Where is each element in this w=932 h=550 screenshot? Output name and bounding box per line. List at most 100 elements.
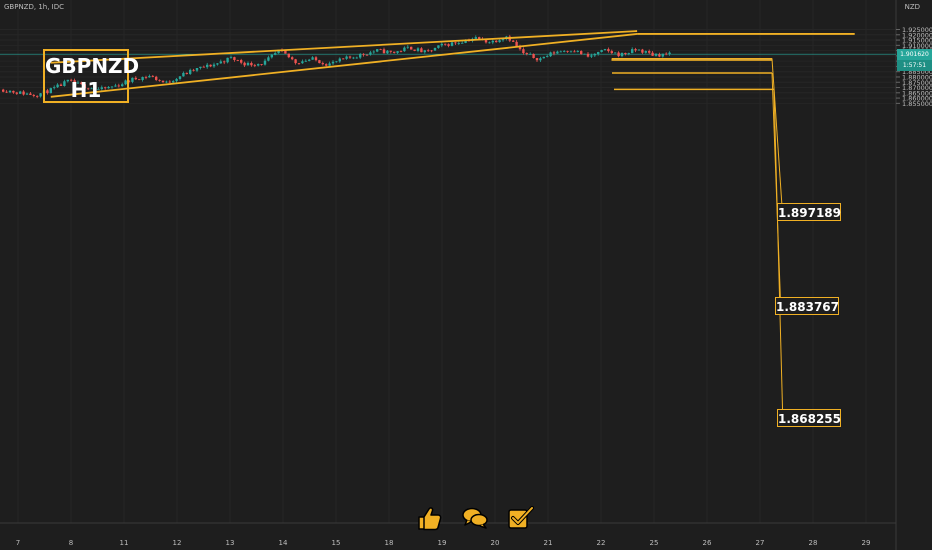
candle-body xyxy=(117,85,120,87)
candle-body xyxy=(620,52,624,57)
chat-bubbles-icon[interactable] xyxy=(461,504,489,532)
candle-body xyxy=(389,50,392,52)
candle-body xyxy=(158,79,161,81)
candle-body xyxy=(202,66,205,68)
candle-body xyxy=(593,54,596,56)
candle-body xyxy=(396,51,399,53)
candle-body xyxy=(637,49,641,51)
candle-body xyxy=(291,57,294,60)
candle-body xyxy=(148,75,151,78)
candle-body xyxy=(195,67,199,71)
time-axis[interactable]: 7 8 11 12 13 14 15 18 19 20 21 22 25 26 27 28 29 xyxy=(16,539,871,547)
time-tick-label: 7 xyxy=(16,539,20,547)
candle-body xyxy=(542,56,545,59)
candle-body xyxy=(359,53,362,58)
currency-label: NZD xyxy=(904,3,920,11)
time-tick-label: 22 xyxy=(597,539,606,547)
candle-body xyxy=(46,90,49,94)
candle-body xyxy=(661,53,664,57)
candle-body xyxy=(2,89,5,92)
candle-body xyxy=(416,48,420,51)
candle-body xyxy=(386,50,389,54)
candle-body xyxy=(461,42,464,44)
trendlines[interactable] xyxy=(50,30,855,98)
candle-body xyxy=(440,43,443,46)
candle-body xyxy=(335,61,338,63)
candle-body xyxy=(263,60,267,65)
candle-body xyxy=(498,40,501,43)
candle-body xyxy=(219,61,222,64)
candle-body xyxy=(260,64,263,65)
candle-body xyxy=(393,51,396,53)
time-tick-label: 13 xyxy=(226,539,235,547)
candle-body xyxy=(172,81,175,83)
checkbox-icon[interactable] xyxy=(506,504,534,532)
candle-body xyxy=(22,91,25,95)
candle-body xyxy=(100,87,103,89)
candle-body xyxy=(36,95,39,97)
candle-body xyxy=(110,86,114,88)
candle-body xyxy=(277,49,280,54)
candle-body xyxy=(365,54,369,56)
candle-body xyxy=(478,37,481,39)
candle-body xyxy=(525,53,528,55)
candle-body xyxy=(427,50,430,52)
candle-body xyxy=(209,64,212,67)
candle-body xyxy=(552,52,556,54)
candle-body xyxy=(586,53,590,57)
candle-body xyxy=(66,79,69,82)
candle-body xyxy=(573,51,576,53)
thumbs-up-icon[interactable] xyxy=(415,504,443,532)
candle-body xyxy=(178,76,182,79)
candle-body xyxy=(155,76,158,80)
candle-body xyxy=(274,53,277,55)
time-tick-label: 19 xyxy=(438,539,447,547)
candle-body xyxy=(342,58,345,60)
candle-body xyxy=(644,51,647,53)
candle-body xyxy=(495,40,498,43)
candle-body xyxy=(138,79,141,81)
price-tick-label: 1.915000 xyxy=(902,37,932,45)
candle-body xyxy=(19,91,22,94)
candle-body xyxy=(583,53,586,55)
candle-body xyxy=(512,40,515,42)
candle-body xyxy=(376,49,379,52)
candle-body xyxy=(314,57,318,61)
candle-body xyxy=(607,49,610,52)
time-tick-label: 20 xyxy=(491,539,500,547)
candle-body xyxy=(250,62,253,66)
candle-body xyxy=(634,49,637,51)
candle-body xyxy=(131,77,134,82)
candle-body xyxy=(515,41,518,47)
level-label-1[interactable]: 1.897189 xyxy=(777,203,841,221)
candle-body xyxy=(372,51,375,53)
candle-body xyxy=(192,69,195,71)
candle-body xyxy=(566,50,569,52)
candle-body xyxy=(287,53,290,58)
candle-body xyxy=(474,37,477,39)
candle-body xyxy=(491,40,494,43)
level-label-2[interactable]: 1.883767 xyxy=(775,297,839,315)
candle-body xyxy=(576,51,579,52)
price-tick-label: 1.865000 xyxy=(902,89,932,97)
candle-body xyxy=(49,88,52,94)
level-label-3[interactable]: 1.868255 xyxy=(777,409,841,427)
candle-body xyxy=(590,55,593,57)
candle-body xyxy=(226,57,229,63)
candle-body xyxy=(233,57,236,60)
candle-body xyxy=(76,82,80,84)
candle-body xyxy=(284,50,287,54)
time-tick-label: 29 xyxy=(862,539,871,547)
candle-body xyxy=(267,57,270,61)
candle-body xyxy=(454,42,457,44)
level-lines[interactable] xyxy=(612,58,784,428)
candle-body xyxy=(63,81,66,86)
candle-body xyxy=(189,69,192,74)
candle-body xyxy=(185,72,188,74)
candle-body xyxy=(56,84,59,88)
candle-body xyxy=(223,61,226,63)
candle-body xyxy=(484,39,488,43)
candle-body xyxy=(107,86,110,89)
